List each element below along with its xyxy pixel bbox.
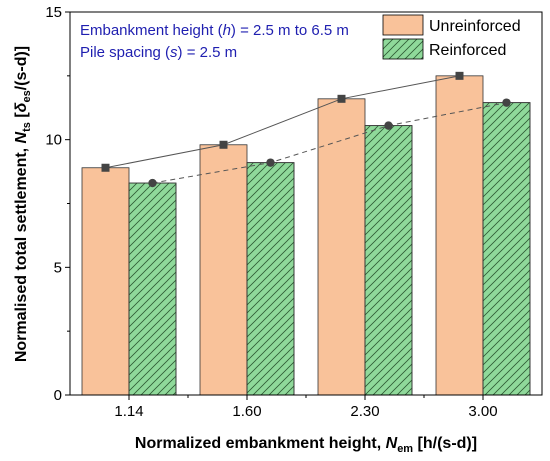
annotation-block: Embankment height (h) = 2.5 m to 6.5 m P… [80, 22, 349, 61]
bar-hatch-reinforced-3.00 [482, 102, 531, 396]
axes-layer: 0 5 10 15 1.14 1.60 2.30 3.00 [45, 4, 497, 420]
bar-unreinforced-3.00 [435, 75, 484, 396]
bars-layer [81, 75, 531, 396]
x-axis-title: Normalized embankment height, Nem [h/(s-… [135, 435, 477, 455]
trend-line-reinforced [152, 102, 507, 184]
annotation-pile-spacing: Pile spacing (s) = 2.5 m [80, 44, 237, 61]
bar-unreinforced-1.14 [81, 167, 130, 396]
trend-marker-reinforced-1.60 [266, 158, 275, 167]
trend-marker-unreinforced-1.14 [101, 163, 110, 172]
y-tick-label-0: 0 [54, 387, 62, 404]
y-axis-title: Normalised total settlement, Nts [δes/(s… [13, 46, 33, 362]
legend-label-unreinforced: Unreinforced [429, 18, 521, 35]
legend: Unreinforced Reinforced [382, 14, 521, 60]
legend-swatch-reinforced [382, 38, 424, 60]
trend-marker-unreinforced-3.00 [455, 71, 464, 80]
bar-hatch-reinforced-2.30 [364, 125, 413, 396]
trend-marker-reinforced-1.14 [148, 178, 157, 188]
bar-unreinforced-2.30 [317, 98, 366, 396]
trend-marker-unreinforced-1.60 [219, 140, 228, 149]
trend-marker-reinforced-3.00 [502, 98, 511, 107]
trend-lines-layer [101, 71, 511, 188]
trend-marker-reinforced-2.30 [384, 121, 393, 130]
y-tick-label-15: 15 [45, 4, 62, 21]
trend-line-unreinforced [105, 75, 460, 169]
y-tick-label-10: 10 [45, 132, 62, 149]
annotation-embankment-height: Embankment height (h) = 2.5 m to 6.5 m [80, 22, 349, 39]
bar-hatch-reinforced-1.14 [128, 182, 177, 396]
x-tick-label-3.00: 3.00 [468, 403, 497, 420]
legend-label-reinforced: Reinforced [429, 42, 506, 59]
y-tick-label-5: 5 [54, 259, 62, 276]
x-tick-label-1.60: 1.60 [232, 403, 261, 420]
bar-hatch-reinforced-1.60 [246, 162, 295, 396]
x-tick-label-1.14: 1.14 [114, 403, 143, 420]
legend-swatch-unreinforced [382, 14, 424, 36]
bar-unreinforced-1.60 [199, 144, 248, 396]
trend-marker-unreinforced-2.30 [337, 94, 346, 103]
x-tick-label-2.30: 2.30 [350, 403, 379, 420]
